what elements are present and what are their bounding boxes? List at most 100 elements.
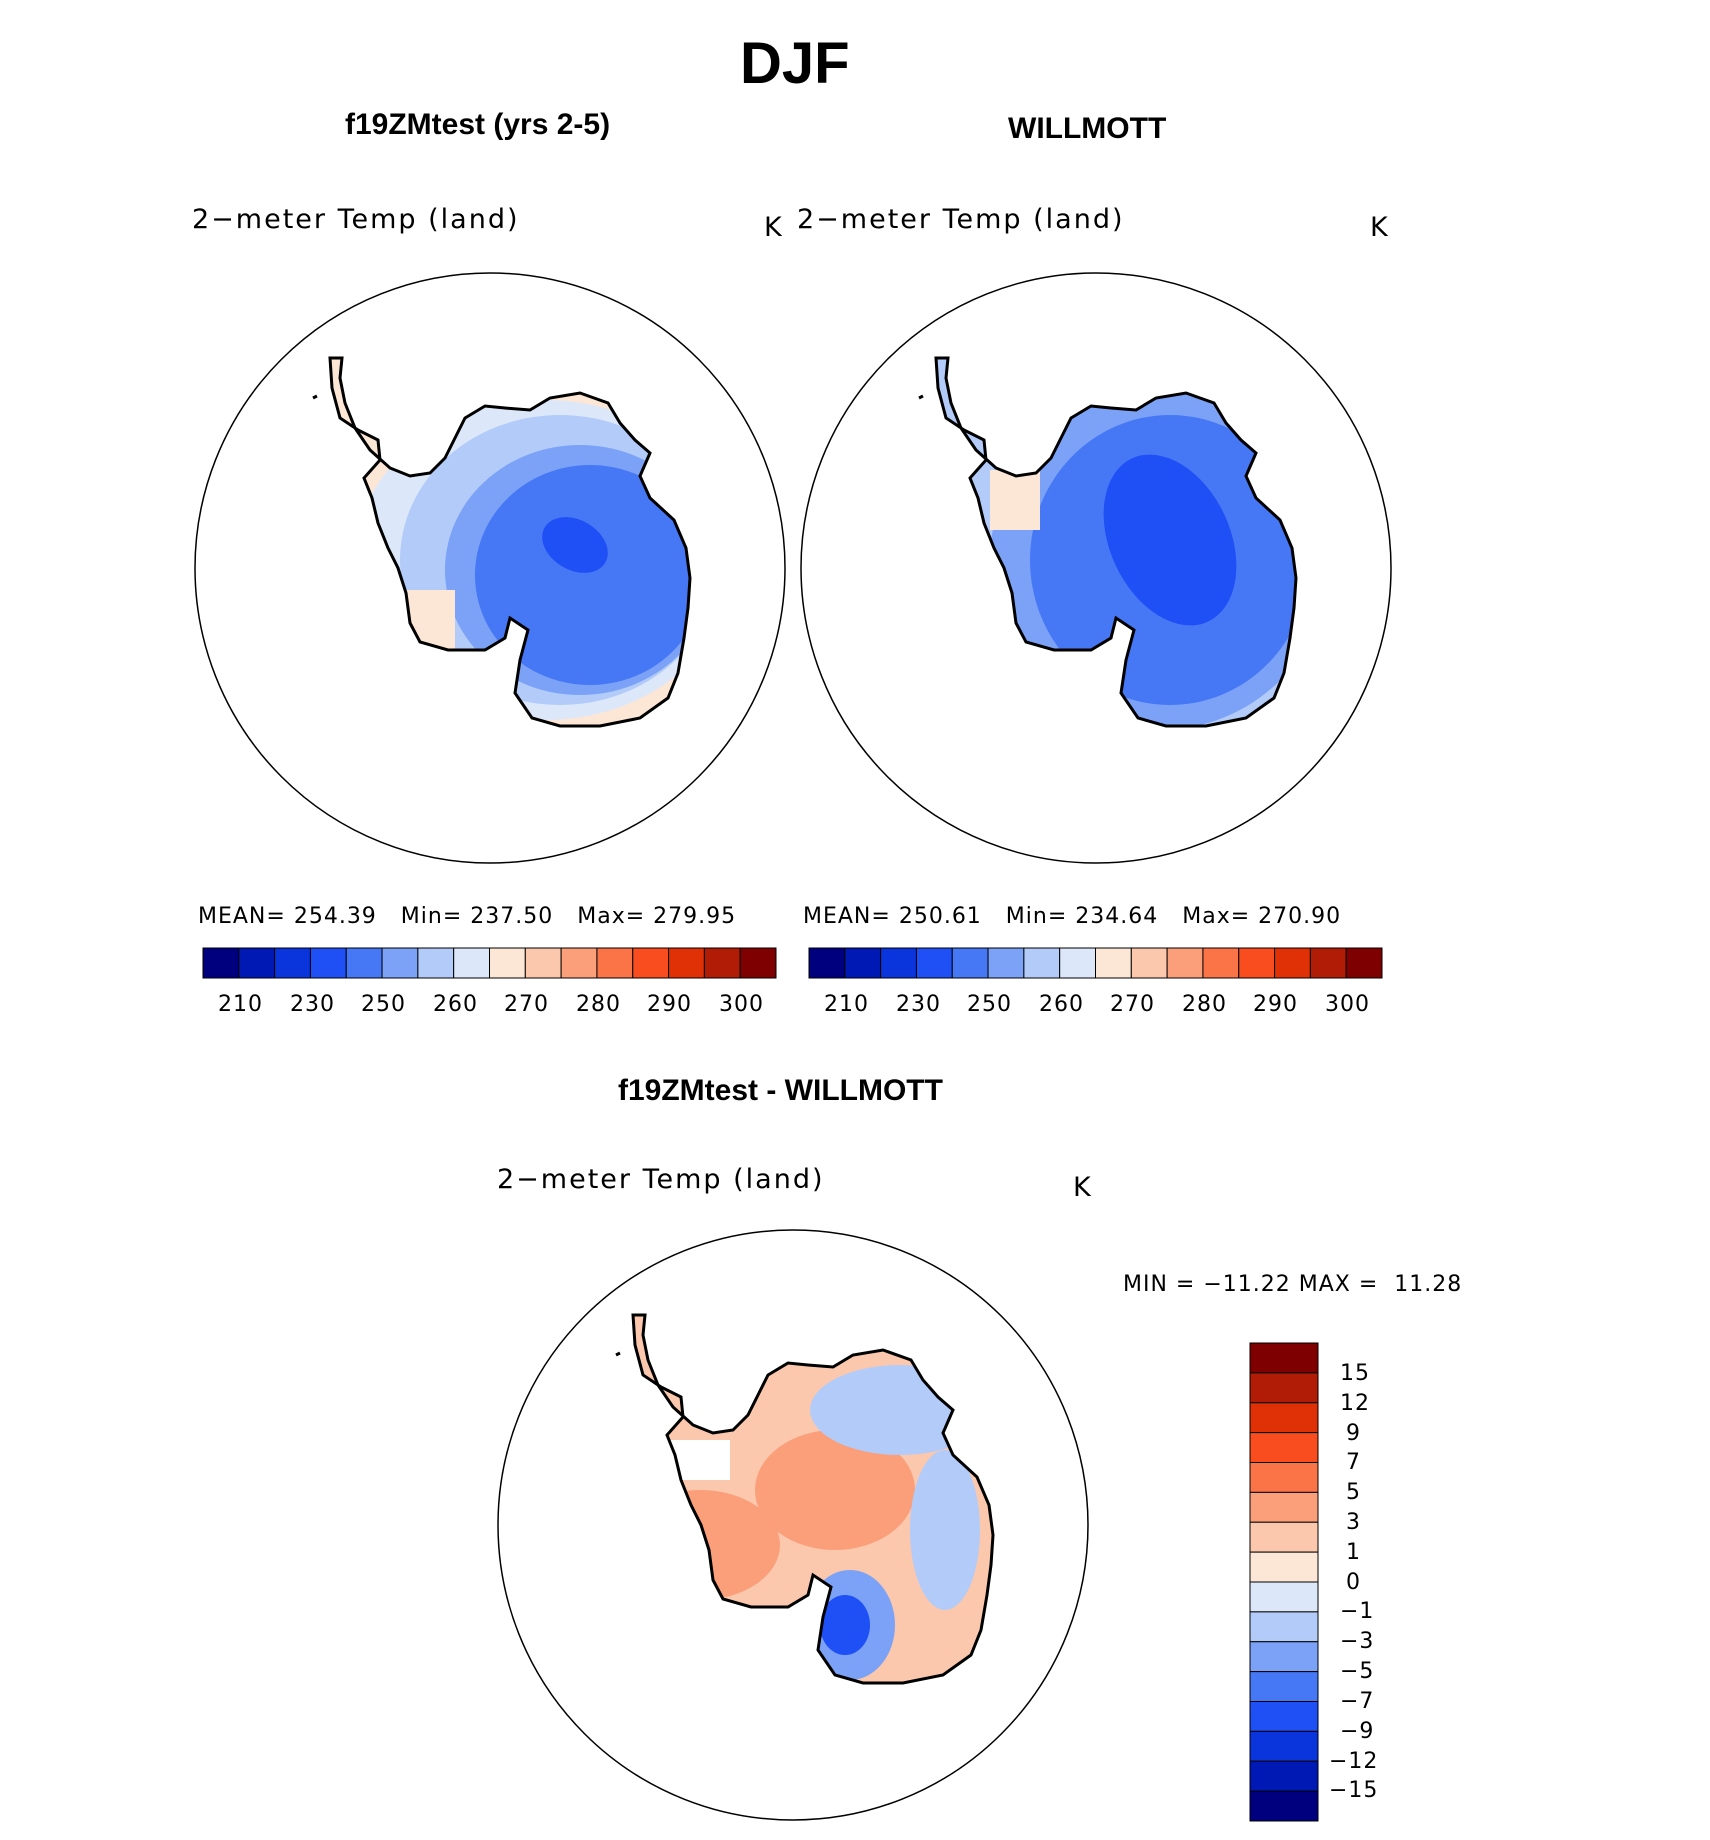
colorbar-label: 3 bbox=[1346, 1510, 1361, 1535]
colorbar-label: −12 bbox=[1329, 1749, 1379, 1774]
colorbar-swatch bbox=[1309, 947, 1347, 979]
colorbar-swatch bbox=[381, 947, 419, 979]
diff-panel-title: f19ZMtest - WILLMOTT bbox=[618, 1074, 943, 1107]
panel-1-units-label: K bbox=[764, 212, 784, 243]
diff-colorbar bbox=[1249, 1342, 1319, 1822]
colorbar-swatch bbox=[1249, 1790, 1319, 1822]
colorbar-swatch bbox=[309, 947, 347, 979]
panel-1-min-value: 237.50 bbox=[470, 904, 554, 929]
colorbar-label: 210 bbox=[824, 992, 869, 1017]
colorbar-swatch bbox=[1059, 947, 1096, 979]
colorbar-swatch bbox=[345, 947, 383, 979]
diff-map bbox=[497, 1229, 1089, 1821]
colorbar-swatch bbox=[1249, 1701, 1319, 1732]
colorbar-swatch bbox=[1249, 1760, 1319, 1792]
diff-map-boundary bbox=[497, 1229, 1089, 1821]
panel-2-max-label: Max= bbox=[1182, 904, 1251, 929]
colorbar-label: 280 bbox=[576, 992, 621, 1017]
colorbar-swatch bbox=[489, 947, 526, 979]
colorbar-swatch bbox=[1202, 947, 1240, 979]
colorbar-swatch bbox=[1249, 1641, 1319, 1673]
panel-2-units-label: K bbox=[1370, 212, 1390, 243]
colorbar-swatch bbox=[632, 947, 670, 979]
colorbar-swatch bbox=[951, 947, 989, 979]
colorbar-label: −15 bbox=[1329, 1778, 1379, 1803]
colorbar-swatch bbox=[1249, 1402, 1319, 1434]
colorbar-label: 300 bbox=[1325, 992, 1370, 1017]
colorbar-swatch bbox=[1345, 947, 1383, 979]
colorbar-label: −1 bbox=[1340, 1599, 1375, 1624]
colorbar-label: −3 bbox=[1340, 1629, 1375, 1654]
panel-1-map-boundary bbox=[194, 272, 786, 864]
colorbar-label: 280 bbox=[1182, 992, 1227, 1017]
colorbar-swatch bbox=[668, 947, 705, 979]
panel-1-stats: MEAN= 254.39 Min= 237.50 Max= 279.95 bbox=[198, 904, 736, 929]
panel-2-map-boundary bbox=[800, 272, 1392, 864]
colorbar-swatch bbox=[1274, 947, 1311, 979]
panel-2-variable-label: 2−meter Temp (land) bbox=[797, 204, 1125, 235]
colorbar-swatch bbox=[1249, 1462, 1319, 1493]
panel-2-title: WILLMOTT bbox=[1008, 112, 1167, 145]
colorbar-swatch bbox=[1249, 1551, 1319, 1583]
colorbar-swatch bbox=[880, 947, 917, 979]
diff-temperature-field bbox=[633, 1315, 993, 1683]
figure-title: DJF bbox=[740, 31, 850, 96]
colorbar-label: 15 bbox=[1340, 1361, 1370, 1386]
colorbar-label: 230 bbox=[896, 992, 941, 1017]
colorbar-label: −5 bbox=[1340, 1659, 1375, 1684]
colorbar-swatch bbox=[596, 947, 634, 979]
diff-units-label: K bbox=[1073, 1172, 1093, 1203]
colorbar-swatch bbox=[739, 947, 777, 979]
panel-2-max-value: 270.90 bbox=[1258, 904, 1342, 929]
colorbar-label: 0 bbox=[1346, 1570, 1361, 1595]
panel-1-max-value: 279.95 bbox=[653, 904, 737, 929]
colorbar-label: 250 bbox=[361, 992, 406, 1017]
colorbar-label: 230 bbox=[290, 992, 335, 1017]
colorbar-swatch bbox=[1249, 1491, 1319, 1523]
colorbar-swatch bbox=[1249, 1730, 1319, 1762]
colorbar-swatch bbox=[1249, 1372, 1319, 1404]
colorbar-swatch bbox=[1249, 1521, 1319, 1553]
colorbar-label: −7 bbox=[1340, 1689, 1375, 1714]
panel-1-mean-label: MEAN= bbox=[198, 904, 286, 929]
colorbar-label: 300 bbox=[719, 992, 764, 1017]
colorbar-label: 1 bbox=[1346, 1540, 1361, 1565]
colorbar-swatch bbox=[417, 947, 455, 979]
panel-1-colorbar bbox=[202, 947, 777, 979]
colorbar-swatch bbox=[1095, 947, 1132, 979]
colorbar-swatch bbox=[1130, 947, 1168, 979]
colorbar-label: 210 bbox=[218, 992, 263, 1017]
colorbar-swatch bbox=[202, 947, 240, 979]
colorbar-label: 290 bbox=[647, 992, 692, 1017]
colorbar-swatch bbox=[844, 947, 882, 979]
colorbar-label: 5 bbox=[1346, 1480, 1361, 1505]
panel-1-mean-value: 254.39 bbox=[293, 904, 377, 929]
colorbar-swatch bbox=[987, 947, 1025, 979]
colorbar-swatch bbox=[1249, 1342, 1319, 1374]
panel-2-map bbox=[800, 272, 1392, 864]
colorbar-label: 9 bbox=[1346, 1421, 1361, 1446]
colorbar-swatch bbox=[915, 947, 953, 979]
panel-2-min-label: Min= bbox=[1005, 904, 1068, 929]
colorbar-swatch bbox=[1249, 1581, 1319, 1613]
colorbar-label: 270 bbox=[504, 992, 549, 1017]
colorbar-label: 260 bbox=[1039, 992, 1084, 1017]
colorbar-swatch bbox=[1249, 1432, 1319, 1463]
colorbar-label: 260 bbox=[433, 992, 478, 1017]
diff-variable-label: 2−meter Temp (land) bbox=[497, 1164, 825, 1195]
panel-1-title: f19ZMtest (yrs 2-5) bbox=[345, 108, 611, 141]
colorbar-swatch bbox=[1166, 947, 1204, 979]
colorbar-label: 12 bbox=[1340, 1391, 1370, 1416]
panel-2-mean-label: MEAN= bbox=[803, 904, 891, 929]
diff-minmax-label: MIN = −11.22 MAX = 11.28 bbox=[1123, 1272, 1463, 1297]
colorbar-swatch bbox=[524, 947, 562, 979]
panel-1-max-label: Max= bbox=[577, 904, 646, 929]
colorbar-label: 270 bbox=[1110, 992, 1155, 1017]
panel-2-colorbar bbox=[808, 947, 1383, 979]
panel-1-min-label: Min= bbox=[400, 904, 463, 929]
panel-2-stats: MEAN= 250.61 Min= 234.64 Max= 270.90 bbox=[803, 904, 1341, 929]
colorbar-label: −9 bbox=[1340, 1719, 1375, 1744]
colorbar-swatch bbox=[453, 947, 490, 979]
panel-2-min-value: 234.64 bbox=[1075, 904, 1159, 929]
